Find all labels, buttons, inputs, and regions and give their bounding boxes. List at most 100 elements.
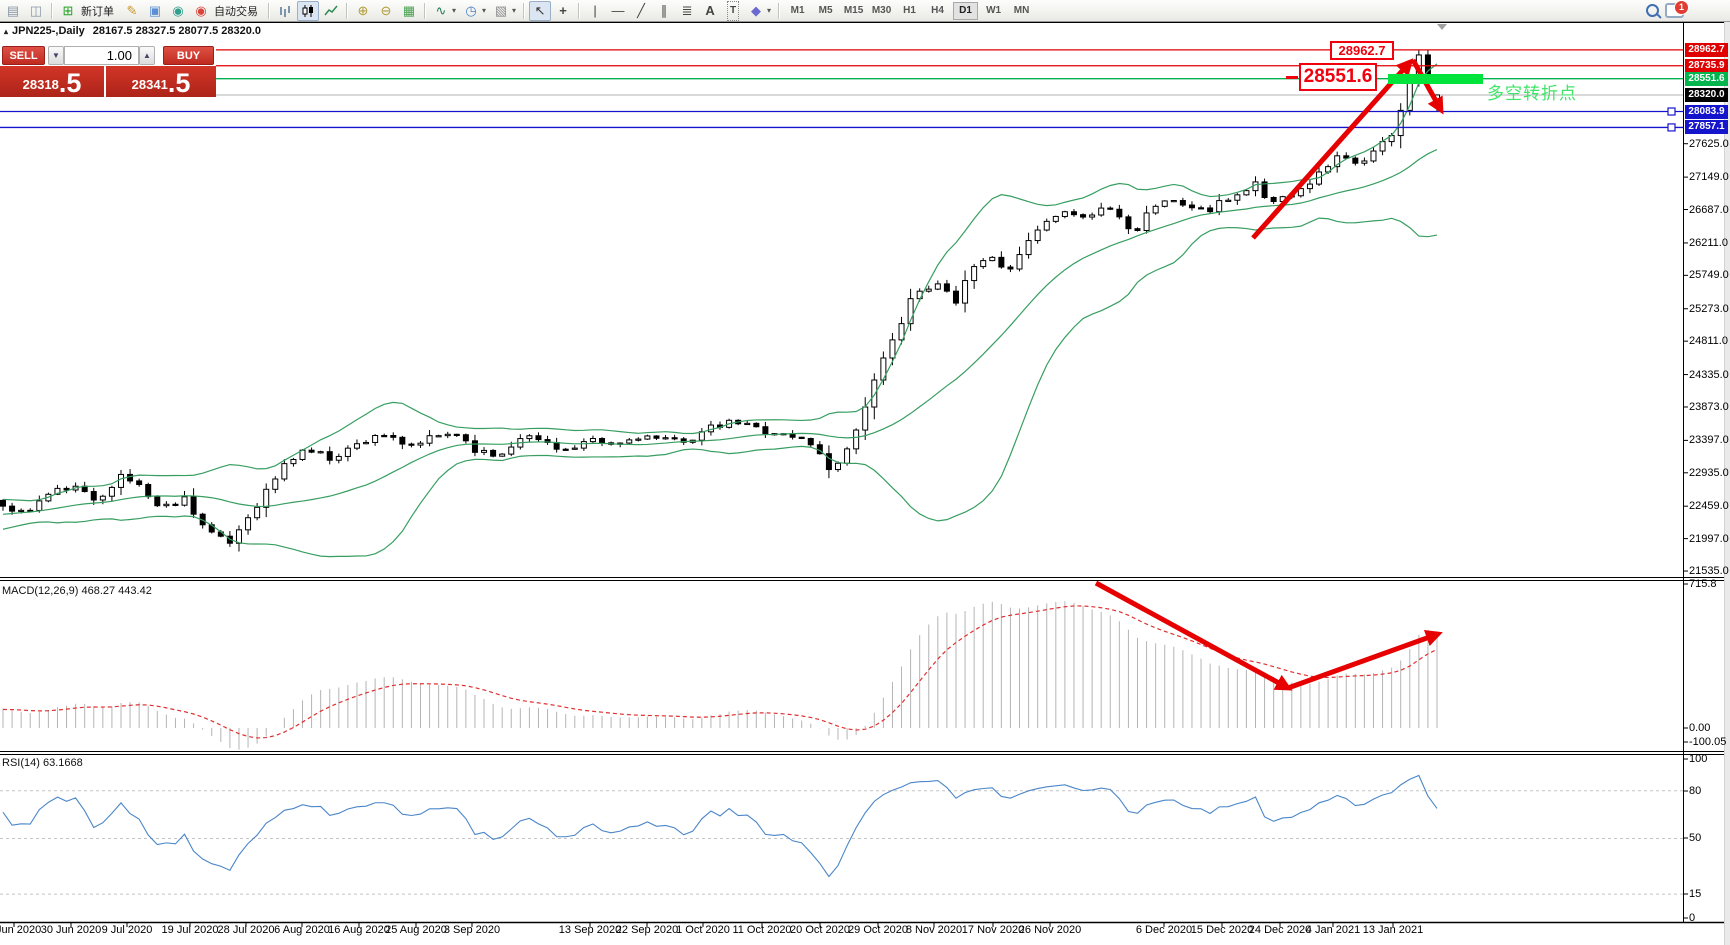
date-tick-label: 6 Dec 2020 [1135, 924, 1193, 936]
macd-arrow-down[interactable] [1094, 580, 1293, 691]
autotrading-icon[interactable]: ◉ [195, 2, 207, 18]
timeframe-button-w1[interactable]: W1 [986, 5, 1002, 16]
sell-button[interactable]: SELL [2, 46, 45, 65]
annotation-support-price-label[interactable]: 28551.6 [1299, 63, 1377, 91]
timeframe-button-h1[interactable]: H1 [903, 5, 916, 16]
date-tick-label: 29 Oct 2020 [848, 924, 908, 936]
macd-layer [2, 601, 1438, 750]
date-tick-label: 15 Dec 2020 [1190, 924, 1254, 936]
chart-canvas[interactable] [0, 22, 1730, 945]
date-tick-label: 6 Aug 2020 [274, 924, 330, 936]
text-icon[interactable]: A [705, 2, 715, 18]
signals-icon[interactable]: ◉ [172, 2, 184, 18]
support-zone-bar[interactable] [1388, 74, 1483, 84]
annotations-layer [1094, 58, 1483, 691]
date-tick-label: 24 Dec 2020 [1248, 924, 1312, 936]
ohlc-values: 28167.5 28327.5 28077.5 28320.0 [92, 25, 261, 37]
tile-windows-icon[interactable]: ▦ [402, 2, 416, 18]
date-tick-label: 22 Sep 2020 [615, 924, 679, 936]
trend-arrow-up[interactable] [1251, 58, 1414, 240]
search-icon[interactable] [1641, 1, 1663, 21]
timeframe-button-h4[interactable]: H4 [931, 5, 944, 16]
date-tick-label: 3 Sep 2020 [443, 924, 501, 936]
frame-layer [0, 22, 1730, 927]
timeframe-button-m30[interactable]: M30 [871, 5, 892, 16]
date-tick-label: 13 Sep 2020 [558, 924, 622, 936]
horizontal-line-icon[interactable]: — [611, 2, 625, 18]
vertical-line-icon[interactable]: | [593, 2, 597, 18]
new-order-button[interactable]: 新订单 [81, 5, 114, 18]
line-chart-icon[interactable] [320, 1, 342, 21]
timeframe-button-mn[interactable]: MN [1013, 5, 1030, 16]
periods-icon[interactable]: ◷ [465, 2, 477, 18]
profiles-icon[interactable]: ◫ [29, 2, 43, 18]
templates-dropdown[interactable]: ▾ [512, 6, 517, 15]
hline-handle[interactable] [1667, 107, 1676, 116]
timeframe-button-m1[interactable]: M1 [790, 5, 805, 16]
buy-button[interactable]: BUY [163, 46, 214, 65]
web-terminal-icon[interactable]: ▣ [148, 2, 162, 18]
date-tick-label: 17 Nov 2020 [961, 924, 1025, 936]
bid-price-fraction: .5 [58, 68, 82, 98]
hline-handle[interactable] [1667, 123, 1676, 132]
macd-indicator-label: MACD(12,26,9) 468.27 443.42 [2, 585, 152, 597]
macd-tick-label: 715.8 [1689, 578, 1717, 590]
date-tick-label: 30 Jun 2020 [40, 924, 102, 936]
price-tag-28551.6: 28551.6 [1685, 72, 1728, 86]
price-tick-label: 27149.0 [1689, 171, 1729, 183]
fibonacci-icon[interactable]: ≣ [681, 2, 693, 18]
rsi-tick-label: 50 [1689, 832, 1702, 844]
volume-input[interactable]: 1.00 [64, 46, 139, 65]
ask-price-panel[interactable]: 28341 .5 [106, 66, 216, 97]
price-tick-label: 23397.0 [1689, 434, 1729, 446]
zoom-in-icon[interactable]: ⊕ [357, 2, 369, 18]
ask-price-fraction: .5 [167, 68, 191, 98]
date-tick-label: 1 Jun 2020 [0, 924, 42, 936]
indicators-icon[interactable]: ∿ [435, 2, 447, 18]
cursor-icon[interactable]: ↖ [529, 0, 552, 21]
underlays [0, 94, 1683, 895]
date-tick-label: 26 Nov 2020 [1018, 924, 1082, 936]
chat-icon[interactable]: 1 [1664, 0, 1689, 20]
price-tick-label: 24811.0 [1689, 335, 1728, 347]
indicators-dropdown[interactable]: ▾ [452, 6, 457, 15]
timeframe-button-m15[interactable]: M15 [843, 5, 864, 16]
new-chart-icon[interactable]: ▤ [6, 2, 20, 18]
zoom-out-icon[interactable]: ⊖ [380, 2, 392, 18]
templates-icon[interactable]: ▧ [494, 2, 508, 18]
autotrading-button[interactable]: 自动交易 [214, 5, 258, 18]
volume-increase-button[interactable]: ▲ [139, 46, 155, 65]
annotation-turning-point-text[interactable]: 多空转折点 [1487, 84, 1577, 103]
annotation-dash [1286, 76, 1298, 79]
toolbar-separator [523, 2, 526, 19]
volume-decrease-button[interactable]: ▼ [48, 46, 64, 65]
arrows-dropdown[interactable]: ▾ [767, 6, 772, 15]
channel-icon[interactable]: ∥ [660, 2, 668, 18]
highlighter-icon[interactable]: ✎ [126, 2, 138, 18]
arrows-icon[interactable]: ◆ [751, 2, 762, 18]
bid-price-panel[interactable]: 28318 .5 [0, 66, 104, 97]
chart-window-title: ▴ JPN225-,Daily 28167.5 28327.5 28077.5 28… [4, 25, 261, 37]
trendline-icon[interactable]: ╱ [637, 2, 645, 18]
price-tick-label: 25273.0 [1689, 303, 1729, 315]
macd-tick-label: 0.00 [1689, 722, 1711, 734]
date-tick-label: 9 Jul 2020 [101, 924, 153, 936]
candlestick-chart-icon[interactable] [297, 0, 319, 21]
trend-arrow-down[interactable] [1410, 58, 1444, 115]
chart-shift-marker [1437, 24, 1447, 30]
new-order-icon[interactable]: ⊞ [62, 2, 74, 18]
toolbar-separator [51, 2, 53, 19]
macd-arrow-up[interactable] [1287, 630, 1443, 691]
periods-dropdown[interactable]: ▾ [482, 6, 487, 15]
timeframe-button-m5[interactable]: M5 [818, 5, 833, 16]
crosshair-icon[interactable]: + [559, 2, 567, 18]
bar-chart-icon[interactable] [274, 1, 296, 21]
price-tag-27857.1: 27857.1 [1685, 120, 1728, 134]
text-label-icon[interactable]: T [722, 0, 744, 21]
timeframe-button-d1[interactable]: D1 [953, 1, 979, 20]
date-tick-label: 28 Jul 2020 [217, 924, 275, 936]
candles-layer [0, 49, 1441, 552]
price-tick-label: 24335.0 [1689, 369, 1729, 381]
annotation-peak-price-label[interactable]: 28962.7 [1330, 41, 1394, 60]
